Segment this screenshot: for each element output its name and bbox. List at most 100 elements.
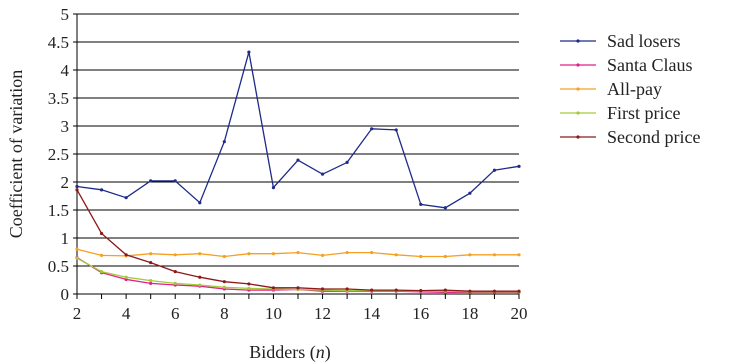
x-tick-label: 2 bbox=[73, 304, 82, 323]
x-tick-label: 10 bbox=[265, 304, 282, 323]
data-point bbox=[320, 253, 325, 257]
data-point bbox=[419, 202, 423, 206]
data-point bbox=[345, 160, 349, 164]
data-point bbox=[222, 254, 226, 259]
y-tick-label: 1.5 bbox=[48, 201, 69, 220]
data-point bbox=[99, 188, 104, 192]
data-point bbox=[320, 172, 325, 176]
data-point bbox=[394, 128, 398, 132]
data-point bbox=[149, 252, 153, 256]
data-point bbox=[517, 253, 521, 257]
series-layer bbox=[75, 50, 521, 294]
legend-item-first-price: First price bbox=[560, 103, 681, 123]
data-point bbox=[222, 285, 226, 289]
y-tick-label: 2 bbox=[61, 173, 70, 192]
data-point bbox=[75, 188, 79, 192]
legend-marker bbox=[576, 135, 580, 139]
data-point bbox=[370, 250, 374, 255]
data-point bbox=[419, 254, 423, 259]
series-line-second-price bbox=[76, 189, 519, 292]
data-point bbox=[75, 184, 79, 189]
data-point bbox=[99, 231, 104, 236]
data-point bbox=[296, 286, 300, 290]
data-point bbox=[222, 280, 226, 284]
x-tick-label: 4 bbox=[122, 304, 131, 323]
data-point bbox=[394, 288, 398, 292]
legend: Sad losers Santa Claus All-pay First price S… bbox=[560, 31, 700, 147]
legend-marker bbox=[576, 111, 580, 115]
legend-item-sad-losers: Sad losers bbox=[560, 31, 681, 51]
legend-marker bbox=[576, 63, 580, 67]
series-second-price bbox=[75, 188, 521, 293]
data-point bbox=[75, 247, 79, 251]
data-point bbox=[492, 289, 497, 293]
data-point bbox=[99, 270, 104, 274]
x-tick-label: 20 bbox=[511, 304, 528, 323]
data-point bbox=[271, 252, 276, 256]
data-point bbox=[247, 252, 251, 256]
x-tick-label: 6 bbox=[171, 304, 180, 323]
data-point bbox=[419, 289, 423, 293]
data-point bbox=[296, 158, 300, 162]
legend-marker bbox=[576, 87, 580, 91]
data-point bbox=[468, 289, 472, 293]
x-tick-label: 8 bbox=[220, 304, 229, 323]
data-point bbox=[124, 196, 128, 200]
data-point bbox=[124, 275, 128, 279]
data-point bbox=[198, 201, 202, 205]
x-axis-title: Bidders (n) bbox=[249, 342, 331, 363]
data-point bbox=[271, 186, 276, 190]
legend-label: Santa Claus bbox=[607, 55, 693, 75]
data-point bbox=[394, 253, 398, 257]
y-tick-label: 5 bbox=[61, 5, 70, 24]
y-tick-label: 3.5 bbox=[48, 89, 69, 108]
gridlines bbox=[77, 13, 519, 267]
data-point bbox=[124, 253, 128, 257]
data-point bbox=[124, 277, 128, 282]
data-point bbox=[198, 275, 202, 279]
data-point bbox=[173, 253, 177, 257]
y-axis: 0 0.5 1 1.5 2 2.5 3 3.5 4 4.5 5 bbox=[48, 5, 77, 304]
data-point bbox=[149, 278, 153, 283]
data-point bbox=[198, 252, 202, 256]
y-tick-label: 4 bbox=[61, 61, 70, 80]
data-point bbox=[222, 140, 226, 144]
data-point bbox=[198, 283, 202, 287]
x-tick-label: 18 bbox=[461, 304, 478, 323]
y-tick-label: 3 bbox=[61, 117, 70, 136]
y-tick-label: 1 bbox=[61, 229, 70, 248]
legend-item-second-price: Second price bbox=[560, 127, 700, 147]
x-axis: 2 4 6 8 10 12 14 16 18 20 bbox=[73, 294, 528, 323]
data-point bbox=[492, 253, 497, 257]
x-tick-label: 12 bbox=[314, 304, 331, 323]
legend-item-all-pay: All-pay bbox=[560, 79, 662, 99]
y-tick-label: 0 bbox=[61, 285, 70, 304]
data-point bbox=[271, 286, 276, 290]
data-point bbox=[443, 254, 447, 259]
data-point bbox=[247, 282, 251, 286]
data-point bbox=[247, 286, 251, 290]
x-tick-label: 14 bbox=[363, 304, 381, 323]
y-tick-label: 4.5 bbox=[48, 33, 69, 52]
data-point bbox=[173, 270, 177, 274]
data-point bbox=[99, 253, 104, 257]
data-point bbox=[468, 191, 472, 195]
data-point bbox=[173, 281, 177, 285]
data-point bbox=[296, 250, 300, 255]
data-point bbox=[492, 168, 497, 172]
data-point bbox=[173, 179, 177, 183]
x-tick-label: 16 bbox=[412, 304, 429, 323]
series-sad-losers bbox=[75, 50, 521, 210]
y-axis-title: Coefficient of variation bbox=[6, 70, 26, 239]
data-point bbox=[75, 256, 79, 260]
data-point bbox=[345, 250, 349, 255]
legend-item-santa-claus: Santa Claus bbox=[560, 55, 693, 75]
data-point bbox=[443, 288, 447, 292]
legend-label: Second price bbox=[607, 127, 700, 147]
data-point bbox=[149, 179, 153, 183]
data-point bbox=[149, 281, 153, 285]
data-point bbox=[443, 206, 447, 210]
legend-label: First price bbox=[607, 103, 681, 123]
legend-marker bbox=[576, 39, 580, 43]
